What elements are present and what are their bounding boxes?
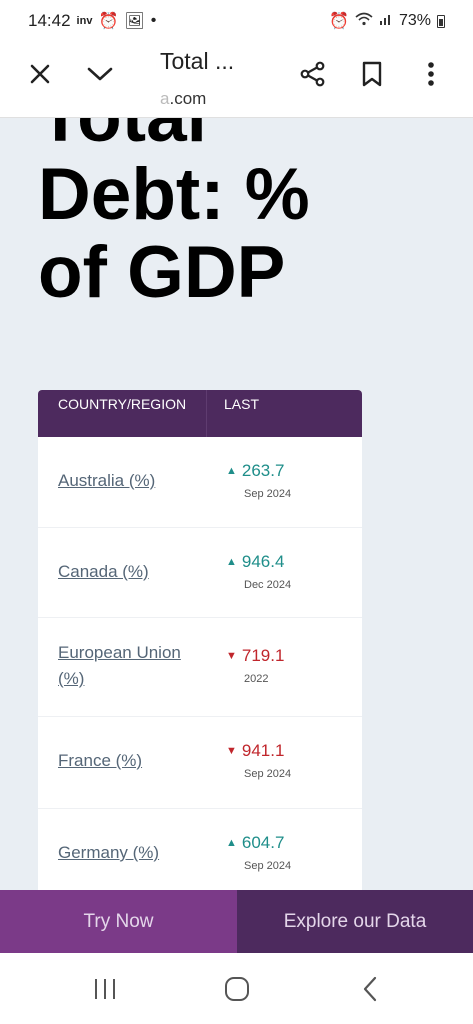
image-icon: 🖼 [124,13,145,30]
home-icon[interactable] [217,973,257,1005]
up-arrow-icon: ▲ [226,837,237,849]
share-icon[interactable] [295,56,331,92]
cta-banner: Try Now Explore our Data [0,890,473,953]
value-date: Sep 2024 [244,768,292,780]
battery-icon [437,14,445,28]
dot-icon: • [150,12,157,29]
back-icon[interactable] [350,973,390,1005]
value-date: 2022 [244,673,269,685]
close-icon[interactable] [22,56,58,92]
url-text[interactable]: a.com [160,89,206,109]
page-heading: Total Debt: % of GDP [38,118,310,313]
try-now-button[interactable]: Try Now [0,890,237,953]
page-content: Total Debt: % of GDP COUNTRY/REGION LAST… [0,118,473,890]
country-link[interactable]: Australia (%) [58,471,156,490]
alarm-icon: ⏰ [98,13,119,30]
debt-table: COUNTRY/REGION LAST Australia (%) ▲ 263.7… [38,390,362,890]
value-date: Sep 2024 [244,860,292,872]
last-value: ▲ 946.4 [226,552,284,572]
country-link[interactable]: Germany (%) [58,843,160,862]
up-arrow-icon: ▲ [226,465,237,477]
battery-percent: 73% [398,12,431,29]
system-nav-bar [0,953,473,1024]
wifi-icon [355,12,373,31]
last-value: ▼ 941.1 [226,741,284,761]
table-row: Germany (%) ▲ 604.7 Sep 2024 [38,809,362,890]
country-link[interactable]: European Union (%) [58,643,181,688]
status-bar: 14:42 inv ⏰ 🖼 • ⏰ 73% [0,0,473,42]
last-value: ▼ 719.1 [226,646,284,666]
chevron-down-icon[interactable] [82,56,118,92]
table-header: COUNTRY/REGION LAST [38,390,362,437]
url-domain: .com [169,89,207,108]
signal-icon [379,12,393,30]
bookmark-icon[interactable] [354,56,390,92]
last-value: ▲ 263.7 [226,461,284,481]
page-title[interactable]: Total ... [160,48,235,74]
value-text: 604.7 [241,833,285,852]
inv-icon: inv [76,15,93,27]
country-link[interactable]: Canada (%) [58,562,149,581]
last-value: ▲ 604.7 [226,833,284,853]
table-row: Australia (%) ▲ 263.7 Sep 2024 [38,437,362,528]
table-row: European Union (%) ▼ 719.1 2022 [38,618,362,717]
header-country[interactable]: COUNTRY/REGION [58,396,187,412]
url-faded: a [160,89,170,108]
browser-toolbar: Total ... a.com [0,42,473,118]
value-date: Dec 2024 [244,579,292,591]
value-text: 263.7 [241,461,285,480]
clock: 14:42 [28,11,71,30]
status-left: 14:42 inv ⏰ 🖼 • [28,11,156,31]
up-arrow-icon: ▲ [226,556,237,568]
country-link[interactable]: France (%) [58,751,143,770]
more-vert-icon[interactable] [413,56,449,92]
explore-data-button[interactable]: Explore our Data [237,890,473,953]
down-arrow-icon: ▼ [226,650,237,662]
recent-apps-icon[interactable] [85,973,125,1005]
value-text: 719.1 [241,646,285,665]
header-last[interactable]: LAST [224,396,260,412]
table-row: France (%) ▼ 941.1 Sep 2024 [38,717,362,809]
header-divider [206,390,207,437]
table-row: Canada (%) ▲ 946.4 Dec 2024 [38,528,362,618]
alarm-icon: ⏰ [329,13,349,30]
value-text: 941.1 [241,741,285,760]
value-text: 946.4 [241,552,285,571]
status-right: ⏰ 73% [329,11,445,31]
down-arrow-icon: ▼ [226,745,237,757]
value-date: Sep 2024 [244,488,292,500]
